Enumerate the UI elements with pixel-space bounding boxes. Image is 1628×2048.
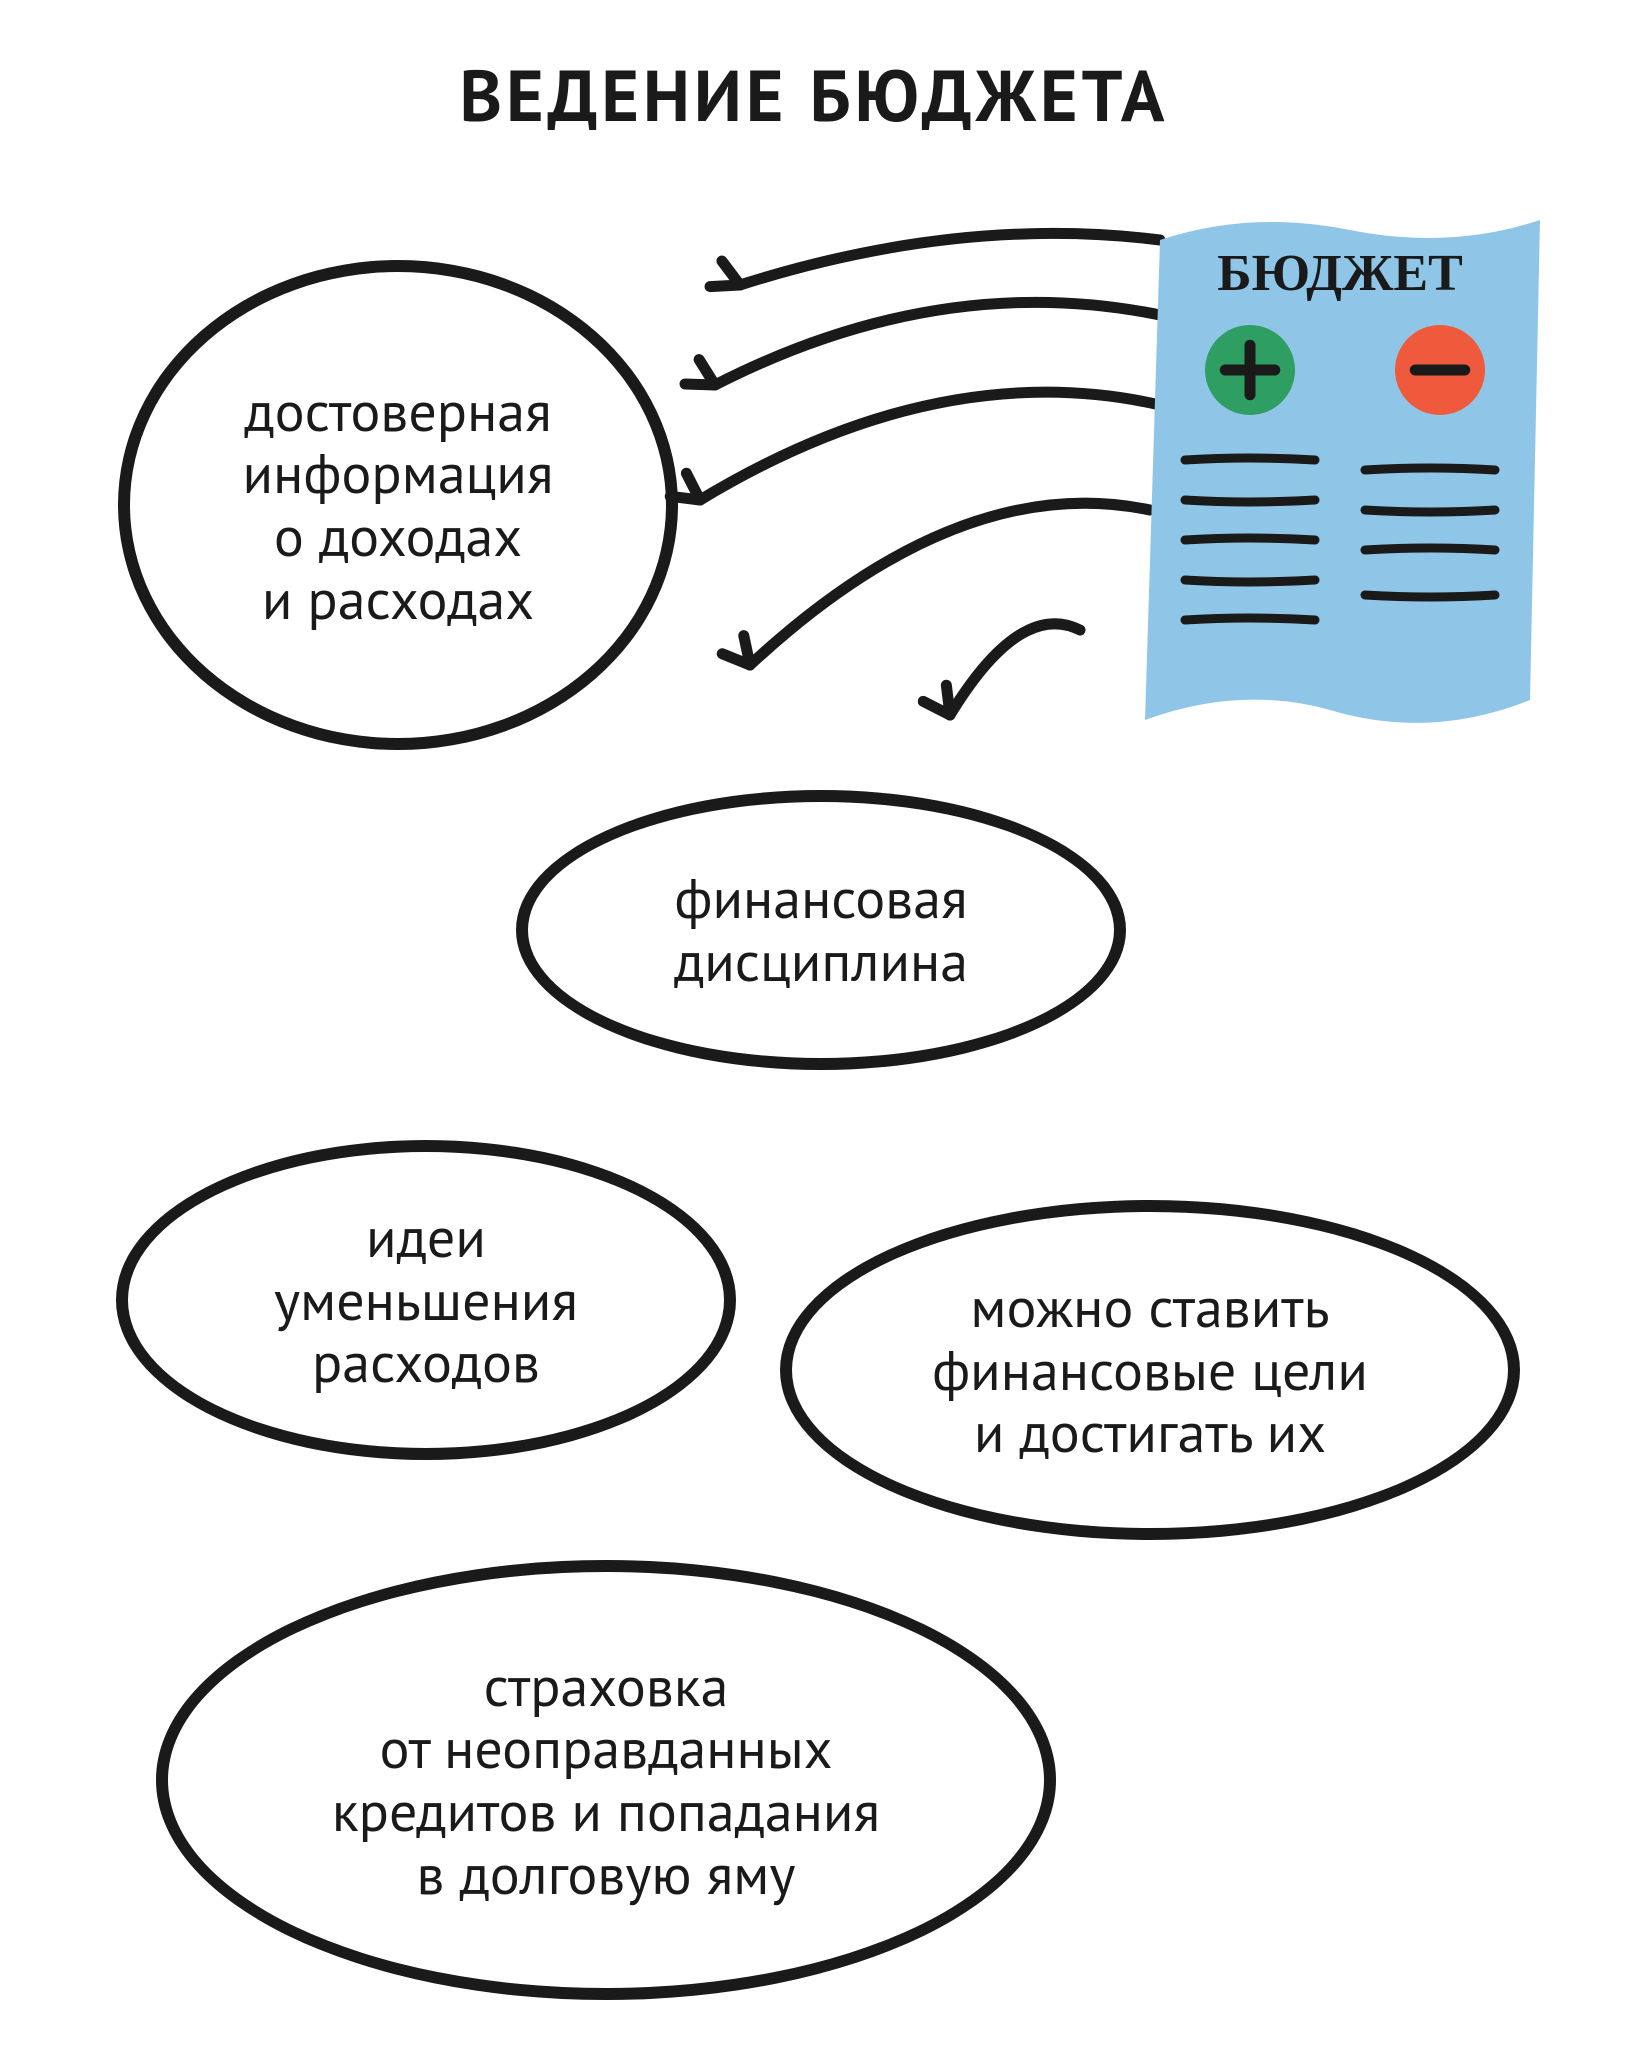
- bubble-reduce-spending-line: уменьшения: [274, 1269, 578, 1332]
- ledger-line: [1365, 510, 1495, 512]
- bubble-discipline-line: дисциплина: [674, 930, 968, 993]
- ledger-line: [1365, 548, 1495, 550]
- bubble-goals-line: можно ставить: [932, 1276, 1368, 1339]
- bubble-income-expenses-line: информация: [243, 442, 554, 505]
- bubble-goals-line: финансовые цели: [932, 1339, 1368, 1402]
- bubble-insurance-line: в долговую яму: [332, 1843, 880, 1906]
- ledger-line: [1185, 538, 1315, 540]
- arrow-path: [740, 233, 1160, 285]
- ledger-line: [1185, 618, 1315, 620]
- bubble-goals-line: и достигать их: [932, 1401, 1368, 1464]
- budget-sheet-header: БЮДЖЕТ: [1217, 245, 1463, 302]
- bubble-insurance: страховкаот неоправданныхкредитов и попа…: [156, 1560, 1056, 2000]
- arrows-group: [640, 210, 1200, 770]
- ledger-line: [1185, 458, 1315, 460]
- arrow-head: [946, 685, 950, 715]
- budget-sheet-icon: БЮДЖЕТ: [1130, 200, 1550, 740]
- ledger-line: [1365, 468, 1495, 470]
- arrow-path: [700, 392, 1160, 500]
- ledger-line: [1365, 595, 1495, 597]
- bubble-goals: можно ставитьфинансовые целии достигать …: [780, 1200, 1520, 1540]
- bubble-discipline: финансоваядисциплина: [516, 790, 1126, 1070]
- bubble-reduce-spending-line: идеи: [274, 1206, 578, 1269]
- bubble-discipline-line: финансовая: [674, 867, 968, 930]
- ledger-line: [1185, 500, 1315, 502]
- infographic-canvas: ВЕДЕНИЕ БЮДЖЕТА достовернаяинформацияо д…: [0, 0, 1628, 2048]
- bubble-insurance-line: страховка: [332, 1655, 880, 1718]
- bubble-income-expenses: достовернаяинформацияо доходахи расходах: [118, 260, 678, 750]
- arrow-head: [744, 636, 750, 665]
- arrow-path: [950, 624, 1080, 715]
- page-title: ВЕДЕНИЕ БЮДЖЕТА: [0, 48, 1628, 141]
- ledger-line: [1185, 580, 1315, 582]
- bubble-reduce-spending: идеиуменьшениярасходов: [116, 1140, 736, 1460]
- bubble-reduce-spending-line: расходов: [274, 1331, 578, 1394]
- bubble-income-expenses-line: о доходах: [243, 505, 554, 568]
- bubble-income-expenses-line: и расходах: [243, 568, 554, 631]
- bubble-insurance-line: кредитов и попадания: [332, 1780, 880, 1843]
- arrow-path: [750, 503, 1150, 665]
- bubble-insurance-line: от неоправданных: [332, 1717, 880, 1780]
- bubble-income-expenses-line: достоверная: [243, 380, 554, 443]
- arrow-path: [715, 302, 1160, 385]
